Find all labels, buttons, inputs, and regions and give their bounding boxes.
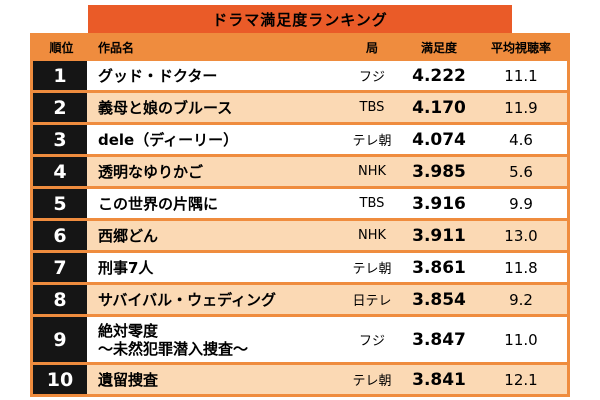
rank-cell: 6 [33, 221, 87, 250]
header-title: 作品名 [98, 40, 135, 55]
station-cell: TBS [359, 196, 385, 211]
station-cell: 日テレ [352, 294, 392, 309]
table-row: 10 遺留捜査 テレ朝 3.841 12.1 [33, 365, 567, 394]
ranking-title-banner: ドラマ満足度ランキング [88, 5, 512, 33]
rating-cell: 5.6 [509, 162, 533, 181]
score-cell: 4.222 [412, 65, 466, 86]
rating-cell: 11.0 [504, 330, 538, 349]
rating-cell: 9.2 [509, 290, 533, 309]
station-cell: NHK [357, 228, 387, 243]
table-row: 5 この世界の片隅に TBS 3.916 9.9 [33, 189, 567, 218]
drama-title-cell: 絶対零度 〜未然犯罪潜入捜査〜 [98, 321, 249, 358]
score-cell: 3.861 [412, 257, 466, 278]
drama-title-cell: グッド・ドクター [98, 66, 218, 85]
drama-title-cell: 透明なゆりかご [98, 162, 204, 181]
rating-cell: 13.0 [504, 226, 538, 245]
table-row: 1 グッド・ドクター フジ 4.222 11.1 [33, 61, 567, 90]
drama-title-cell: この世界の片隅に [98, 194, 219, 213]
rating-cell: 11.8 [504, 258, 538, 277]
score-cell: 3.911 [412, 225, 466, 246]
score-cell: 3.847 [412, 329, 466, 350]
header-rating: 平均視聴率 [490, 40, 551, 55]
station-cell: テレ朝 [352, 134, 392, 149]
score-cell: 3.841 [412, 369, 466, 390]
rank-cell: 4 [33, 157, 87, 186]
rank-cell: 2 [33, 93, 87, 122]
table-row: 8 サバイバル・ウェディング 日テレ 3.854 9.2 [33, 285, 567, 314]
rank-cell: 10 [33, 365, 87, 394]
rating-cell: 9.9 [509, 194, 533, 213]
table-row: 7 刑事7人 テレ朝 3.861 11.8 [33, 253, 567, 282]
table-header-row: 順位 作品名 局 満足度 平均視聴率 [33, 36, 567, 58]
header-score: 満足度 [420, 40, 457, 55]
drama-title-cell: 西郷どん [98, 226, 159, 245]
table-row: 3 dele（ディーリー） テレ朝 4.074 4.6 [33, 125, 567, 154]
station-cell: テレ朝 [352, 262, 392, 277]
ranking-panel: ドラマ満足度ランキング 順位 作品名 局 満足度 平均視聴率 1 グッド・ドクタ… [30, 5, 570, 397]
drama-title-cell: dele（ディーリー） [98, 130, 239, 149]
drama-title-cell: 刑事7人 [98, 258, 154, 277]
table-row: 4 透明なゆりかご NHK 3.985 5.6 [33, 157, 567, 186]
header-rank: 順位 [49, 40, 74, 55]
ranking-title: ドラマ満足度ランキング [212, 11, 388, 29]
rank-cell: 5 [33, 189, 87, 218]
ranking-table: 順位 作品名 局 満足度 平均視聴率 1 グッド・ドクター フジ 4.222 1… [30, 33, 570, 397]
rating-cell: 11.1 [504, 66, 538, 85]
rank-cell: 7 [33, 253, 87, 282]
station-cell: テレ朝 [352, 374, 392, 389]
table-row: 6 西郷どん NHK 3.911 13.0 [33, 221, 567, 250]
rating-cell: 12.1 [504, 370, 538, 389]
score-cell: 4.170 [412, 97, 466, 118]
score-cell: 3.916 [412, 193, 466, 214]
drama-title-cell: 義母と娘のブルース [98, 98, 233, 117]
score-cell: 3.985 [412, 161, 466, 182]
rank-cell: 8 [33, 285, 87, 314]
drama-title-cell: サバイバル・ウェディング [98, 290, 277, 309]
score-cell: 3.854 [412, 289, 466, 310]
ranking-table-body: 1 グッド・ドクター フジ 4.222 11.1 2 義母と娘のブルース TBS… [33, 61, 567, 394]
station-cell: NHK [357, 164, 387, 179]
header-station: 局 [365, 40, 378, 55]
table-row: 2 義母と娘のブルース TBS 4.170 11.9 [33, 93, 567, 122]
rank-cell: 1 [33, 61, 87, 90]
station-cell: フジ [358, 334, 385, 349]
station-cell: TBS [359, 100, 385, 115]
rating-cell: 11.9 [504, 98, 538, 117]
rank-cell: 3 [33, 125, 87, 154]
table-row: 9 絶対零度 〜未然犯罪潜入捜査〜 フジ 3.847 11.0 [33, 317, 567, 362]
rank-cell: 9 [33, 317, 87, 362]
station-cell: フジ [358, 70, 385, 85]
score-cell: 4.074 [412, 129, 466, 150]
rating-cell: 4.6 [509, 130, 533, 149]
drama-title-cell: 遺留捜査 [98, 370, 159, 389]
